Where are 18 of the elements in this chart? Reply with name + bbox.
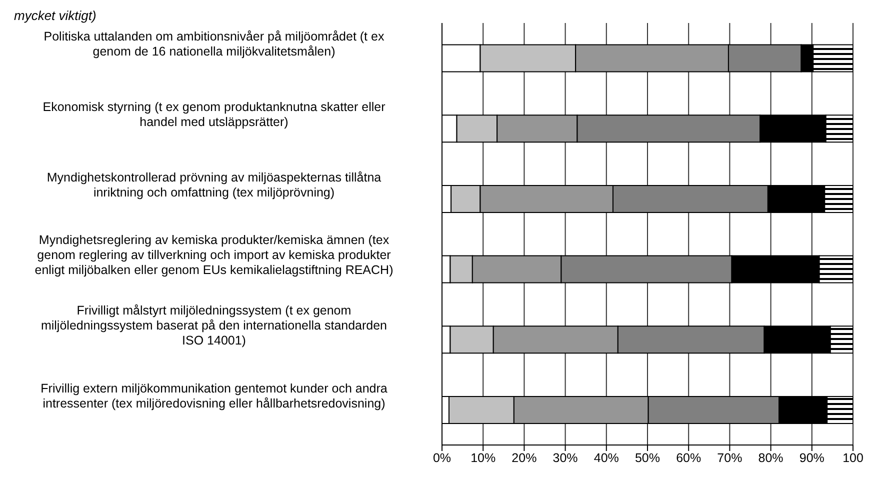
y-tick-label: Politiska uttalanden om ambitionsnivåer på miljöområdet (t ex genom de 16 nationella miljökvalitetsmålen) — [44, 30, 385, 59]
x-tick-label: 30% — [552, 450, 578, 465]
x-tick-label: 10% — [470, 450, 496, 465]
y-tick-label: Ekonomisk styrning (t ex genom produktanknutna skatter eller handel med utsläppsrätter) — [42, 100, 386, 129]
x-tick-label: 60% — [676, 450, 702, 465]
y-tick-label: Myndighetskontrollerad prövning av miljöaspekternas tillåtna inriktning och omfattning (tex miljöprövning) — [46, 170, 382, 200]
x-tick-label: 90% — [799, 450, 824, 465]
x-tick-label: 100 — [842, 450, 864, 465]
y-tick-label: Frivilligt målstyrt miljöledningssystem (t ex genom miljöledningssystem baserat på den internationella standarden ISO 14001) — [40, 304, 388, 348]
x-tick-label: 40% — [594, 450, 619, 465]
x-tick-label: 70% — [717, 450, 742, 465]
x-tick-label: 50% — [634, 450, 660, 465]
text: mycket viktigt) — [14, 8, 98, 23]
x-tick-label: 80% — [758, 450, 784, 465]
x-tick-label: 20% — [512, 450, 537, 465]
y-tick-label: Myndighetsreglering av kemiska produkter/kemiska ämnen (tex genom reglering av tillverkning och import av kemiska produkter enligt miljöbalken eller genom EUs kemikalielagstiftning REACH) — [34, 233, 394, 278]
y-tick-label: Frivillig extern miljökommunikation gentemot kunder och andra intressenter (tex miljöredovisning eller hållbarhetsredovisning) — [40, 381, 388, 410]
x-tick-label: 0% — [432, 450, 452, 465]
